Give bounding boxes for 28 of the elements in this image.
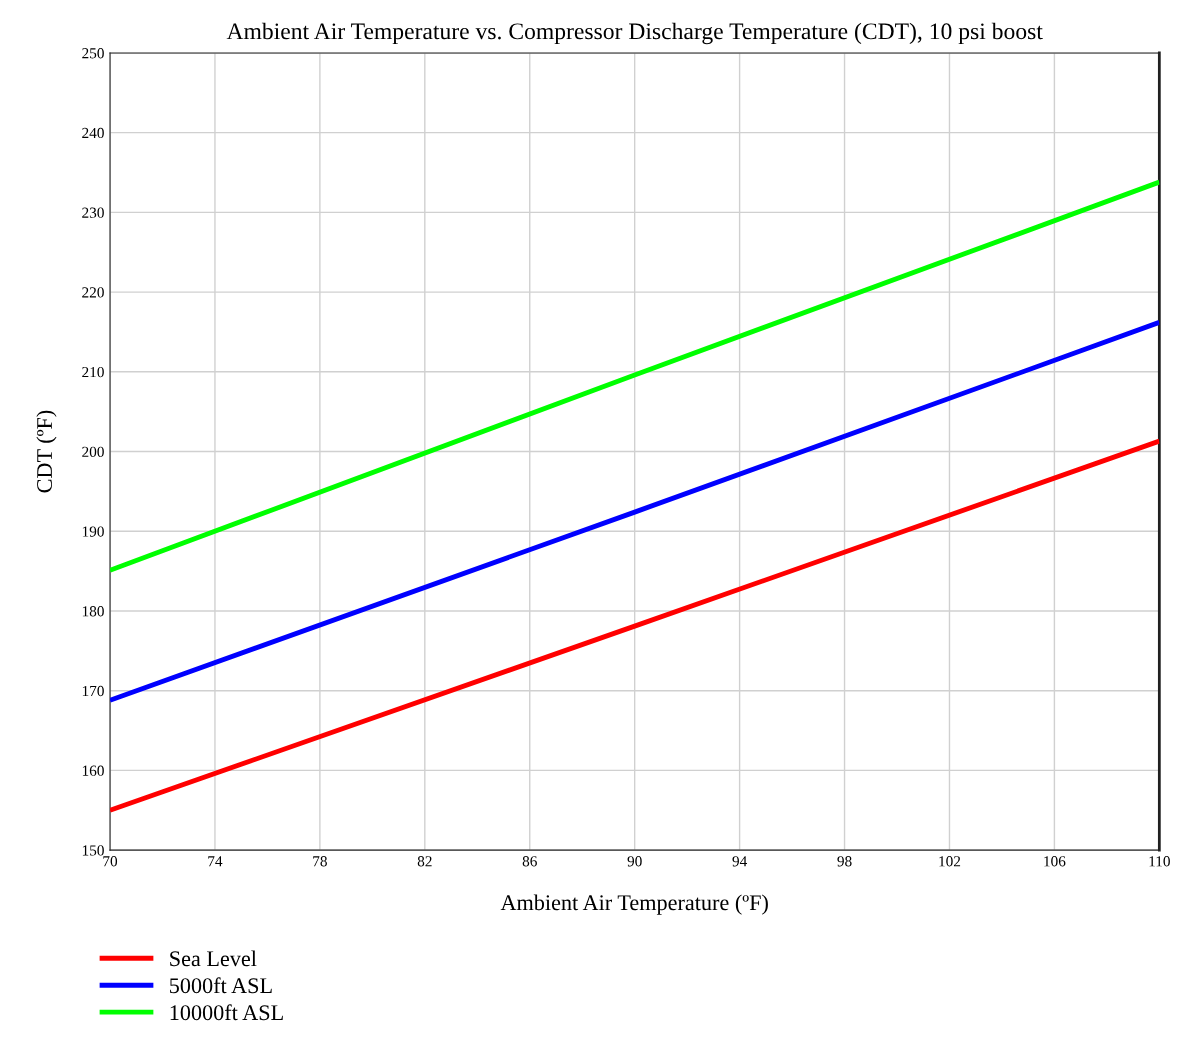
y-tick-label: 210 <box>82 366 104 378</box>
y-tick-label: 200 <box>82 446 104 457</box>
y-tick-label: 170 <box>82 685 104 697</box>
legend-label: 10000ft ASL <box>170 1004 283 1021</box>
y-tick-label: 190 <box>82 526 104 537</box>
y-tick-label: 250 <box>82 48 104 59</box>
x-tick-label: 74 <box>208 856 223 867</box>
x-tick-label: 98 <box>837 856 852 867</box>
y-tick-label: 180 <box>82 606 104 617</box>
y-tick-label: 160 <box>82 765 104 776</box>
y-tick-label: 240 <box>82 127 104 139</box>
y-tick-label: 150 <box>82 845 104 856</box>
x-tick-label: 106 <box>1044 856 1066 867</box>
x-tick-label: 70 <box>103 856 118 867</box>
x-tick-label: 86 <box>522 856 537 867</box>
chart-title: Ambient Air Temperature vs. Compressor Discharge Temperature (CDT), 10 psi boost <box>226 22 1043 45</box>
x-tick-label: 94 <box>732 856 748 867</box>
legend-label: Sea Level <box>170 950 257 967</box>
x-tick-label: 90 <box>627 856 642 867</box>
y-tick-label: 220 <box>82 287 104 298</box>
x-tick-label: 82 <box>417 856 432 867</box>
x-axis-title: Ambient Air Temperature (ºF) <box>500 894 768 915</box>
y-axis-title: CDT (ºF) <box>36 410 57 493</box>
legend-label: 5000ft ASL <box>170 977 272 994</box>
y-tick-label: 230 <box>82 207 104 218</box>
x-tick-label: 110 <box>1149 856 1170 867</box>
x-tick-label: 78 <box>313 856 327 867</box>
x-tick-label: 102 <box>939 856 961 867</box>
